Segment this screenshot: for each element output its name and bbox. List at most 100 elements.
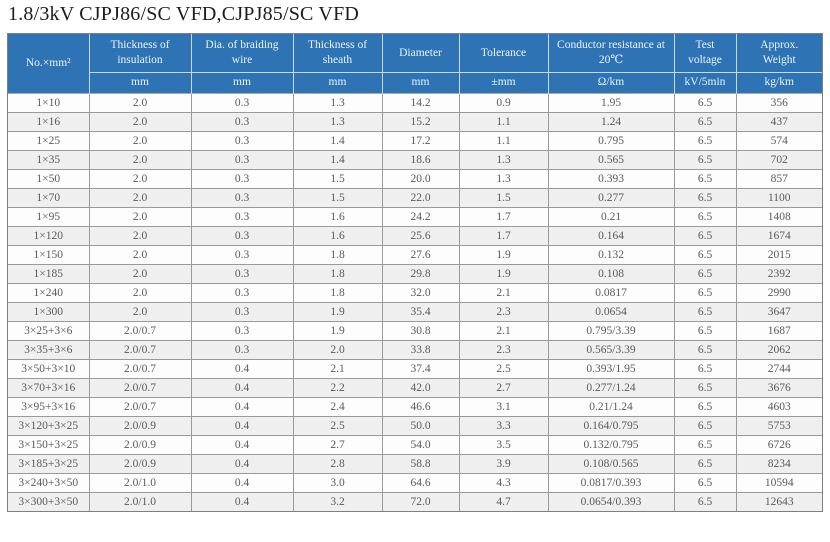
table-cell: 6.5	[673, 415, 737, 436]
table-cell: 2.1	[292, 358, 383, 379]
table-cell: 6.5	[673, 130, 737, 151]
table-cell: 0.4	[190, 472, 294, 493]
table-cell: 6.5	[673, 358, 737, 379]
table-cell: 3×300+3×50	[8, 491, 90, 511]
table-cell: 6.5	[673, 301, 737, 322]
table-cell: 1.8	[292, 263, 383, 284]
table-cell: 2744	[735, 358, 822, 379]
table-cell: 6.5	[673, 244, 737, 265]
table-cell: 6.5	[673, 320, 737, 341]
table-cell: 0.4	[190, 358, 294, 379]
table-cell: 1×240	[8, 282, 90, 303]
table-cell: 0.164/0.795	[547, 415, 675, 436]
table-cell: 32.0	[381, 282, 460, 303]
table-cell: 0.4	[190, 434, 294, 455]
col-unit-conductor-resistance: Ω/km	[548, 72, 675, 93]
table-cell: 0.277/1.24	[547, 377, 675, 398]
col-header-braiding-wire-dia: Dia. of braiding wire	[191, 34, 294, 73]
table-cell: 2.0/0.7	[88, 377, 192, 398]
table-cell: 1.4	[292, 130, 383, 151]
table-cell: 6.5	[673, 377, 737, 398]
table-cell: 2.5	[292, 415, 383, 436]
table-cell: 2392	[735, 263, 822, 284]
table-cell: 2.1	[458, 320, 549, 341]
table-cell: 6.5	[673, 225, 737, 246]
table-cell: 1.95	[547, 92, 675, 113]
table-row: 1×10 2.0 0.3 1.3 14.2 0.9 1.95 6.5 356	[8, 92, 822, 113]
table-cell: 0.21/1.24	[547, 396, 675, 417]
table-cell: 1.4	[292, 149, 383, 170]
table-cell: 37.4	[381, 358, 460, 379]
header-row-labels: No.×mm² Thickness of insulation Dia. of …	[8, 34, 822, 93]
table-cell: 3.0	[292, 472, 383, 493]
table-cell: 2.0	[88, 149, 192, 170]
table-cell: 0.3	[190, 244, 294, 265]
table-cell: 2062	[735, 339, 822, 360]
table-cell: 2.0	[88, 168, 192, 189]
table-cell: 2.0	[88, 206, 192, 227]
table-cell: 6.5	[673, 187, 737, 208]
table-row: 1×185 2.0 0.3 1.8 29.8 1.9 0.108 6.5 2392	[8, 263, 822, 284]
table-cell: 1.3	[458, 168, 549, 189]
table-cell: 1.6	[292, 225, 383, 246]
table-cell: 72.0	[381, 491, 460, 511]
table-cell: 1×185	[8, 263, 90, 284]
table-cell: 6.5	[673, 472, 737, 493]
table-cell: 1674	[735, 225, 822, 246]
table-cell: 574	[735, 130, 822, 151]
table-cell: 2.0/0.7	[88, 396, 192, 417]
table-cell: 6.5	[673, 396, 737, 417]
table-cell: 2.0	[88, 301, 192, 322]
header-row-units: mm mm mm mm ±mm Ω/km kV/5min kg/km	[8, 72, 822, 93]
table-cell: 0.164	[547, 225, 675, 246]
table-cell: 1408	[735, 206, 822, 227]
table-cell: 2.0/0.7	[88, 320, 192, 341]
table-row: 1×35 2.0 0.3 1.4 18.6 1.3 0.565 6.5 702	[8, 149, 822, 170]
table-cell: 1.9	[458, 244, 549, 265]
table-cell: 702	[735, 149, 822, 170]
table-cell: 2.0	[88, 92, 192, 113]
table-row: 3×70+3×16 2.0/0.7 0.4 2.2 42.0 2.7 0.277/1.24 6…	[8, 377, 822, 398]
table-cell: 1×35	[8, 149, 90, 170]
table-cell: 0.277	[547, 187, 675, 208]
table-cell: 6.5	[673, 453, 737, 474]
table-cell: 2.0/0.9	[88, 434, 192, 455]
table-cell: 4.7	[458, 491, 549, 511]
table-cell: 857	[735, 168, 822, 189]
table-cell: 0.0654	[547, 301, 675, 322]
table-row: 1×16 2.0 0.3 1.3 15.2 1.1 1.24 6.5 437	[8, 111, 822, 132]
table-cell: 1.5	[292, 168, 383, 189]
table-cell: 0.565/3.39	[547, 339, 675, 360]
table-row: 3×150+3×25 2.0/0.9 0.4 2.7 54.0 3.5 0.132/0.79…	[8, 434, 822, 455]
table-cell: 1.3	[292, 111, 383, 132]
table-cell: 2.8	[292, 453, 383, 474]
table-cell: 0.565	[547, 149, 675, 170]
table-cell: 3×50+3×10	[8, 358, 90, 379]
table-cell: 6726	[735, 434, 822, 455]
table-cell: 17.2	[381, 130, 460, 151]
table-row: 1×50 2.0 0.3 1.5 20.0 1.3 0.393 6.5 857	[8, 168, 822, 189]
table-cell: 1.1	[458, 130, 549, 151]
table-cell: 2.0	[88, 130, 192, 151]
col-header-diameter: Diameter	[382, 34, 460, 73]
table-cell: 6.5	[673, 92, 737, 113]
table-cell: 2.0	[88, 244, 192, 265]
table-cell: 2.3	[458, 339, 549, 360]
table-cell: 0.3	[190, 187, 294, 208]
table-cell: 437	[735, 111, 822, 132]
table-cell: 0.3	[190, 168, 294, 189]
table-cell: 0.108/0.565	[547, 453, 675, 474]
table-cell: 46.6	[381, 396, 460, 417]
table-cell: 0.0817/0.393	[547, 472, 675, 493]
table-cell: 1×70	[8, 187, 90, 208]
table-cell: 0.3	[190, 320, 294, 341]
table-cell: 50.0	[381, 415, 460, 436]
table-cell: 18.6	[381, 149, 460, 170]
table-cell: 6.5	[673, 111, 737, 132]
table-cell: 356	[735, 92, 822, 113]
table-cell: 1.9	[292, 301, 383, 322]
table-cell: 2.0	[88, 263, 192, 284]
table-row: 1×150 2.0 0.3 1.8 27.6 1.9 0.132 6.5 2015	[8, 244, 822, 265]
col-unit-tolerance: ±mm	[459, 72, 549, 93]
